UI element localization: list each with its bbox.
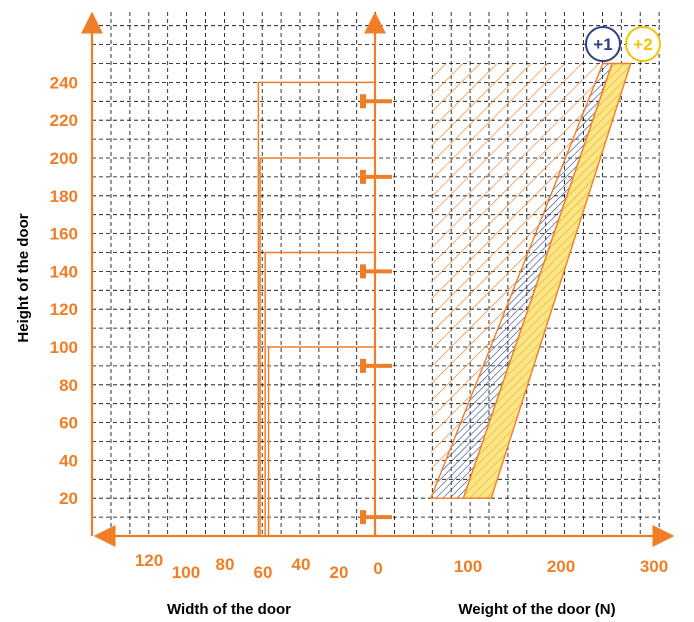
y-tick-label: 40 xyxy=(59,451,78,470)
y-tick-label: 80 xyxy=(59,376,78,395)
tick-labels: 20 40 60 80 100 120 140 160 180 200 220 240 0 20 40 60 8… xyxy=(50,73,669,582)
spring-marker-icon xyxy=(360,94,392,109)
y-tick-label: 200 xyxy=(50,149,78,168)
x-left-tick-label: 0 xyxy=(373,559,382,578)
y-tick-label: 220 xyxy=(50,111,78,130)
y-tick-label: 120 xyxy=(50,300,78,319)
y-tick-label: 60 xyxy=(59,414,78,433)
x-right-tick-label: 300 xyxy=(640,557,668,576)
x-right-tick-label: 100 xyxy=(454,557,482,576)
x-left-tick-label: 120 xyxy=(135,551,163,570)
legend-label-1: +1 xyxy=(593,35,612,54)
x-left-tick-label: 20 xyxy=(330,563,349,582)
x-right-tick-label: 200 xyxy=(547,557,575,576)
y-tick-label: 160 xyxy=(50,225,78,244)
width-step-line xyxy=(267,346,375,536)
spring-marker-icon xyxy=(360,358,392,373)
x-left-tick-label: 40 xyxy=(292,555,311,574)
y-tick-label: 140 xyxy=(50,262,78,281)
spring-markers xyxy=(360,94,392,525)
x-left-tick-label: 80 xyxy=(216,555,235,574)
legend: +1 +2 xyxy=(585,26,661,62)
spring-marker-icon xyxy=(360,510,392,525)
spring-marker-icon xyxy=(360,169,392,184)
spring-marker-icon xyxy=(360,264,392,279)
width-step-line xyxy=(257,81,375,536)
x-axis-title-left: Width of the door xyxy=(167,601,291,618)
x-left-tick-label: 60 xyxy=(254,563,273,582)
y-tick-label: 20 xyxy=(59,489,78,508)
x-axis-title-right: Weight of the door (N) xyxy=(458,601,615,618)
legend-circle-2 xyxy=(625,26,661,62)
legend-label-2: +2 xyxy=(633,35,652,54)
legend-circle-1 xyxy=(585,26,621,62)
width-step-line xyxy=(259,157,375,536)
width-steps xyxy=(257,81,375,536)
y-tick-label: 180 xyxy=(50,187,78,206)
x-left-tick-label: 100 xyxy=(172,563,200,582)
y-tick-label: 240 xyxy=(50,73,78,92)
series-bands xyxy=(429,62,632,499)
y-tick-label: 100 xyxy=(50,338,78,357)
width-step-line xyxy=(264,251,375,536)
y-axis-title: Height of the door xyxy=(15,213,32,342)
series-band-2 xyxy=(462,62,632,499)
